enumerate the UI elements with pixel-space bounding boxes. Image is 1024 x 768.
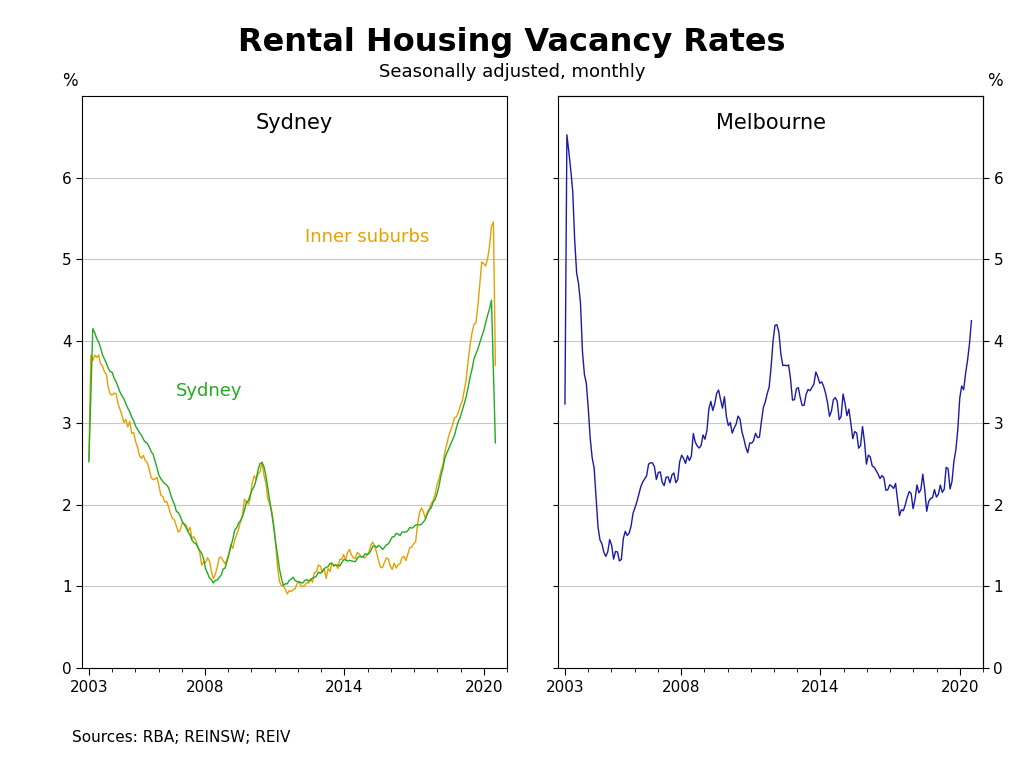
Text: Inner suburbs: Inner suburbs bbox=[304, 227, 429, 246]
Text: Sydney: Sydney bbox=[256, 113, 333, 133]
Text: %: % bbox=[987, 72, 1002, 91]
Text: Rental Housing Vacancy Rates: Rental Housing Vacancy Rates bbox=[239, 27, 785, 58]
Text: Sydney: Sydney bbox=[176, 382, 243, 400]
Text: Melbourne: Melbourne bbox=[716, 113, 825, 133]
Text: Sources: RBA; REINSW; REIV: Sources: RBA; REINSW; REIV bbox=[72, 730, 290, 745]
Text: %: % bbox=[62, 72, 78, 91]
Text: Seasonally adjusted, monthly: Seasonally adjusted, monthly bbox=[379, 63, 645, 81]
